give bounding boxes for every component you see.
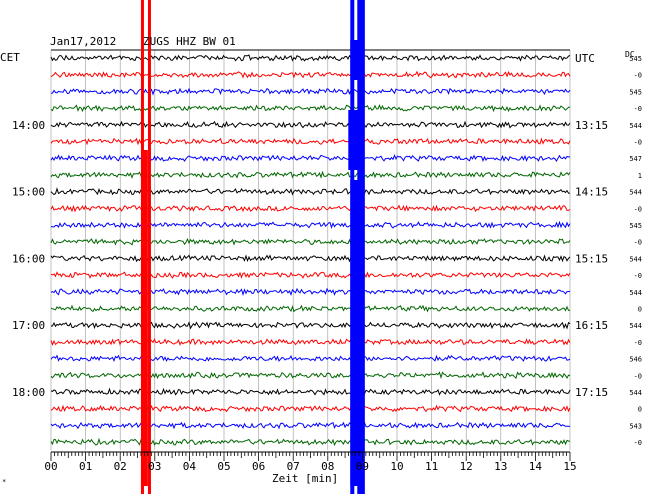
seismic-trace [50, 54, 571, 62]
dc-value: 0 [638, 406, 642, 414]
x-tick-label: 13 [494, 460, 507, 473]
dc-value: 545 [629, 88, 642, 96]
x-axis-label: Zeit [min] [272, 472, 338, 485]
x-tick-label: 07 [287, 460, 300, 473]
dc-value: 544 [629, 122, 642, 130]
x-tick-label: 06 [252, 460, 265, 473]
dc-value: 544 [629, 255, 642, 263]
dc-value: -0 [634, 372, 642, 380]
seismic-trace [50, 338, 571, 346]
right-time-label: UTC [575, 52, 595, 65]
seismic-trace [50, 437, 571, 447]
x-tick-label: 02 [114, 460, 127, 473]
event-burst [350, 40, 364, 80]
seismic-trace [50, 387, 571, 396]
station-label: ZUGS HHZ BW 01 [143, 35, 236, 48]
x-tick-label: 11 [425, 460, 438, 473]
dc-value: -0 [634, 272, 642, 280]
dc-value: 545 [629, 222, 642, 230]
seismic-trace [50, 204, 571, 213]
seismic-trace [51, 87, 571, 96]
seismic-trace [50, 254, 571, 263]
seismic-trace [50, 137, 571, 146]
dc-value: 547 [629, 155, 642, 163]
dc-value: 0 [638, 306, 642, 314]
seismic-traces [50, 54, 571, 447]
dc-value: 1 [638, 172, 642, 180]
date-label: Jan17,2012 [50, 35, 116, 48]
left-time-label: 16:00 [12, 252, 45, 265]
seismic-trace [50, 304, 571, 313]
seismic-trace [50, 371, 571, 380]
event-burst [140, 150, 148, 486]
corner-mark: * [2, 478, 6, 486]
seismic-trace [50, 170, 571, 179]
dc-value: 544 [629, 389, 642, 397]
x-tick-label: 15 [563, 460, 576, 473]
dc-value: 544 [629, 289, 642, 297]
seismic-trace [50, 271, 571, 279]
seismic-trace [50, 187, 571, 196]
x-tick-label: 14 [529, 460, 543, 473]
left-time-label: 17:00 [12, 319, 45, 332]
dc-value: -0 [634, 139, 642, 147]
event-burst [147, 0, 151, 494]
x-tick-label: 01 [79, 460, 92, 473]
seismic-trace [50, 237, 571, 246]
event-burst [360, 0, 365, 494]
time-labels: 14:0015:0016:0017:0018:00UTC13:1514:1515… [12, 52, 642, 447]
dc-value: 543 [629, 422, 642, 430]
x-tick-label: 10 [390, 460, 403, 473]
right-time-label: 15:15 [575, 252, 608, 265]
left-time-label: 18:00 [12, 386, 45, 399]
event-burst [348, 110, 364, 170]
seismic-trace [50, 103, 570, 113]
seismic-trace [50, 70, 571, 79]
dc-value: -0 [634, 339, 642, 347]
seismic-trace [50, 120, 571, 129]
seismic-trace [50, 354, 571, 363]
seismic-trace [50, 220, 571, 229]
seismic-trace [50, 154, 571, 162]
x-tick-label: 03 [148, 460, 161, 473]
dc-value: -0 [634, 239, 642, 247]
x-tick-label: 08 [321, 460, 334, 473]
plot-grid [50, 49, 571, 451]
dc-label: DC [625, 50, 635, 59]
x-tick-label: 05 [217, 460, 230, 473]
dc-value: -0 [634, 205, 642, 213]
dc-value: -0 [634, 105, 642, 113]
dc-value: 544 [629, 189, 642, 197]
x-tick-label: 00 [44, 460, 57, 473]
left-time-label: 15:00 [12, 186, 45, 199]
seismic-trace [50, 321, 571, 330]
right-time-label: 16:15 [575, 319, 608, 332]
x-tick-label: 04 [183, 460, 197, 473]
dc-value: 544 [629, 322, 642, 330]
dc-value: 545 [629, 55, 642, 63]
seismic-trace [50, 404, 571, 413]
seismic-trace [50, 421, 571, 430]
dc-value: -0 [634, 72, 642, 80]
seismic-events [140, 0, 365, 494]
left-time-label: 14:00 [12, 119, 45, 132]
x-tick-label: 09 [356, 460, 369, 473]
event-burst [350, 180, 360, 486]
right-time-label: 14:15 [575, 186, 608, 199]
left-timezone-label: CET [0, 51, 20, 64]
seismic-trace [50, 287, 571, 297]
right-time-label: 13:15 [575, 119, 608, 132]
dc-value: 546 [629, 356, 642, 364]
x-tick-label: 12 [460, 460, 473, 473]
time-axis: 00 01 02 03 04 05 06 07 08 09 10 11 12 13 14 15 [44, 451, 577, 473]
right-time-label: 17:15 [575, 386, 608, 399]
dc-value: -0 [634, 439, 642, 447]
